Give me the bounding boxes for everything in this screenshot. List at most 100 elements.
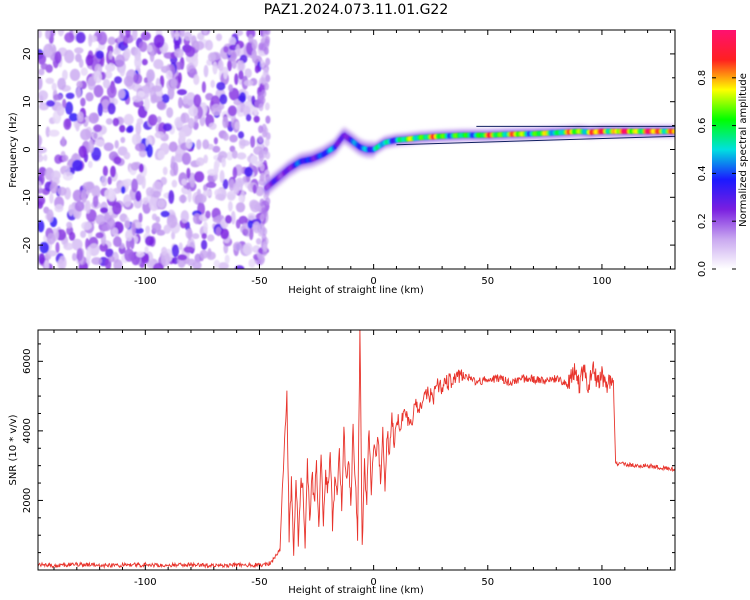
snr-x-tick-label: 100: [592, 577, 611, 588]
noise-blob: [123, 194, 132, 208]
noise-blob: [78, 58, 84, 68]
noise-blob: [82, 181, 94, 191]
noise-blob: [223, 132, 229, 141]
noise-blob: [151, 222, 162, 233]
noise-blob: [134, 221, 143, 229]
noise-blob: [261, 43, 266, 52]
noise-blob: [51, 170, 61, 181]
colorbar: 0.0 0.2 0.4 0.6 0.8 Normalized spectral ampl…: [697, 30, 749, 277]
noise-blob: [193, 55, 199, 68]
spectrogram-y-axis: -20 -10 0 10 20: [22, 29, 675, 270]
noise-blob: [183, 246, 195, 253]
noise-blob: [224, 254, 230, 264]
noise-blob: [188, 105, 199, 117]
noise-blob: [138, 149, 147, 158]
noise-blob: [177, 72, 182, 84]
noise-blob: [81, 221, 92, 231]
noise-blob: [114, 76, 122, 84]
noise-blob: [51, 82, 57, 91]
noise-blob: [95, 214, 106, 225]
noise-blob: [147, 72, 153, 83]
noise-blob: [246, 30, 256, 39]
noise-blob: [238, 194, 244, 203]
noise-blob: [202, 30, 208, 35]
noise-blob: [68, 113, 79, 122]
noise-blob: [94, 139, 106, 147]
noise-blob: [38, 30, 42, 39]
noise-blob: [131, 133, 142, 146]
noise-blob: [234, 121, 240, 130]
noise-blob: [242, 228, 249, 236]
noise-blob: [177, 254, 188, 261]
noise-blob: [72, 159, 83, 172]
noise-blob: [245, 113, 252, 122]
snr-y-tick-label: 2000: [22, 488, 33, 513]
noise-blob: [136, 251, 145, 258]
noise-blob: [201, 233, 207, 240]
noise-blob: [212, 61, 218, 75]
noise-blob: [38, 68, 45, 76]
noise-blob: [165, 70, 173, 80]
noise-blob: [143, 77, 148, 84]
noise-blob: [232, 241, 242, 252]
noise-blob: [263, 126, 269, 135]
noise-blob: [38, 154, 44, 163]
noise-blob: [261, 207, 267, 215]
noise-blob: [107, 36, 116, 45]
noise-blob: [214, 160, 220, 169]
noise-blob: [45, 30, 51, 40]
noise-blob: [100, 175, 108, 187]
noise-blob: [264, 138, 270, 147]
noise-blob: [88, 139, 94, 154]
noise-blob: [237, 131, 245, 139]
noise-blob: [109, 96, 115, 104]
noise-blob: [57, 77, 66, 90]
noise-blob: [61, 154, 69, 162]
noise-blob: [113, 259, 123, 269]
noise-blob: [112, 117, 120, 127]
noise-blob: [95, 50, 104, 60]
noise-blob: [218, 151, 228, 160]
noise-blob: [156, 101, 166, 110]
noise-blob: [171, 244, 180, 258]
noise-blob: [38, 135, 42, 149]
colorbar-label: Normalized spectral amplitude: [738, 73, 749, 227]
noise-blob: [113, 236, 122, 248]
noise-blob: [80, 67, 88, 76]
snr-x-tick-label: -50: [251, 577, 267, 588]
noise-blob: [244, 68, 252, 78]
noise-blob: [112, 48, 121, 55]
colorbar-tick-label: 0.2: [697, 213, 708, 229]
noise-blob: [135, 190, 142, 202]
noise-blob: [141, 255, 150, 264]
noise-blob: [192, 213, 202, 225]
noise-blob: [195, 157, 205, 167]
noise-blob: [225, 215, 232, 224]
spectrogram-x-tick-label: 100: [592, 276, 611, 287]
noise-blob: [199, 249, 209, 259]
noise-blob: [80, 230, 87, 238]
noise-blob: [62, 69, 68, 81]
colorbar-tick-label: 0.0: [697, 261, 708, 277]
noise-blob: [65, 101, 74, 115]
noise-blob: [95, 232, 104, 239]
noise-blob: [180, 210, 189, 224]
noise-blob: [177, 89, 187, 96]
noise-blob: [178, 242, 183, 251]
noise-blob: [108, 256, 115, 263]
noise-blob: [265, 115, 271, 124]
colorbar-gradient: [712, 30, 736, 269]
noise-blob: [201, 81, 206, 93]
spectrogram-y-tick-label: 20: [22, 48, 33, 61]
noise-blob: [219, 93, 228, 105]
noise-blob: [247, 95, 253, 102]
noise-blob: [166, 214, 178, 229]
noise-blob: [38, 195, 46, 206]
noise-blob: [261, 233, 267, 242]
colorbar-tick-label: 0.8: [697, 70, 708, 86]
noise-blob: [174, 30, 180, 41]
noise-blob: [74, 201, 85, 212]
noise-blob: [218, 262, 229, 269]
colorbar-tick-label: 0.4: [697, 165, 708, 181]
noise-blob: [210, 79, 215, 88]
